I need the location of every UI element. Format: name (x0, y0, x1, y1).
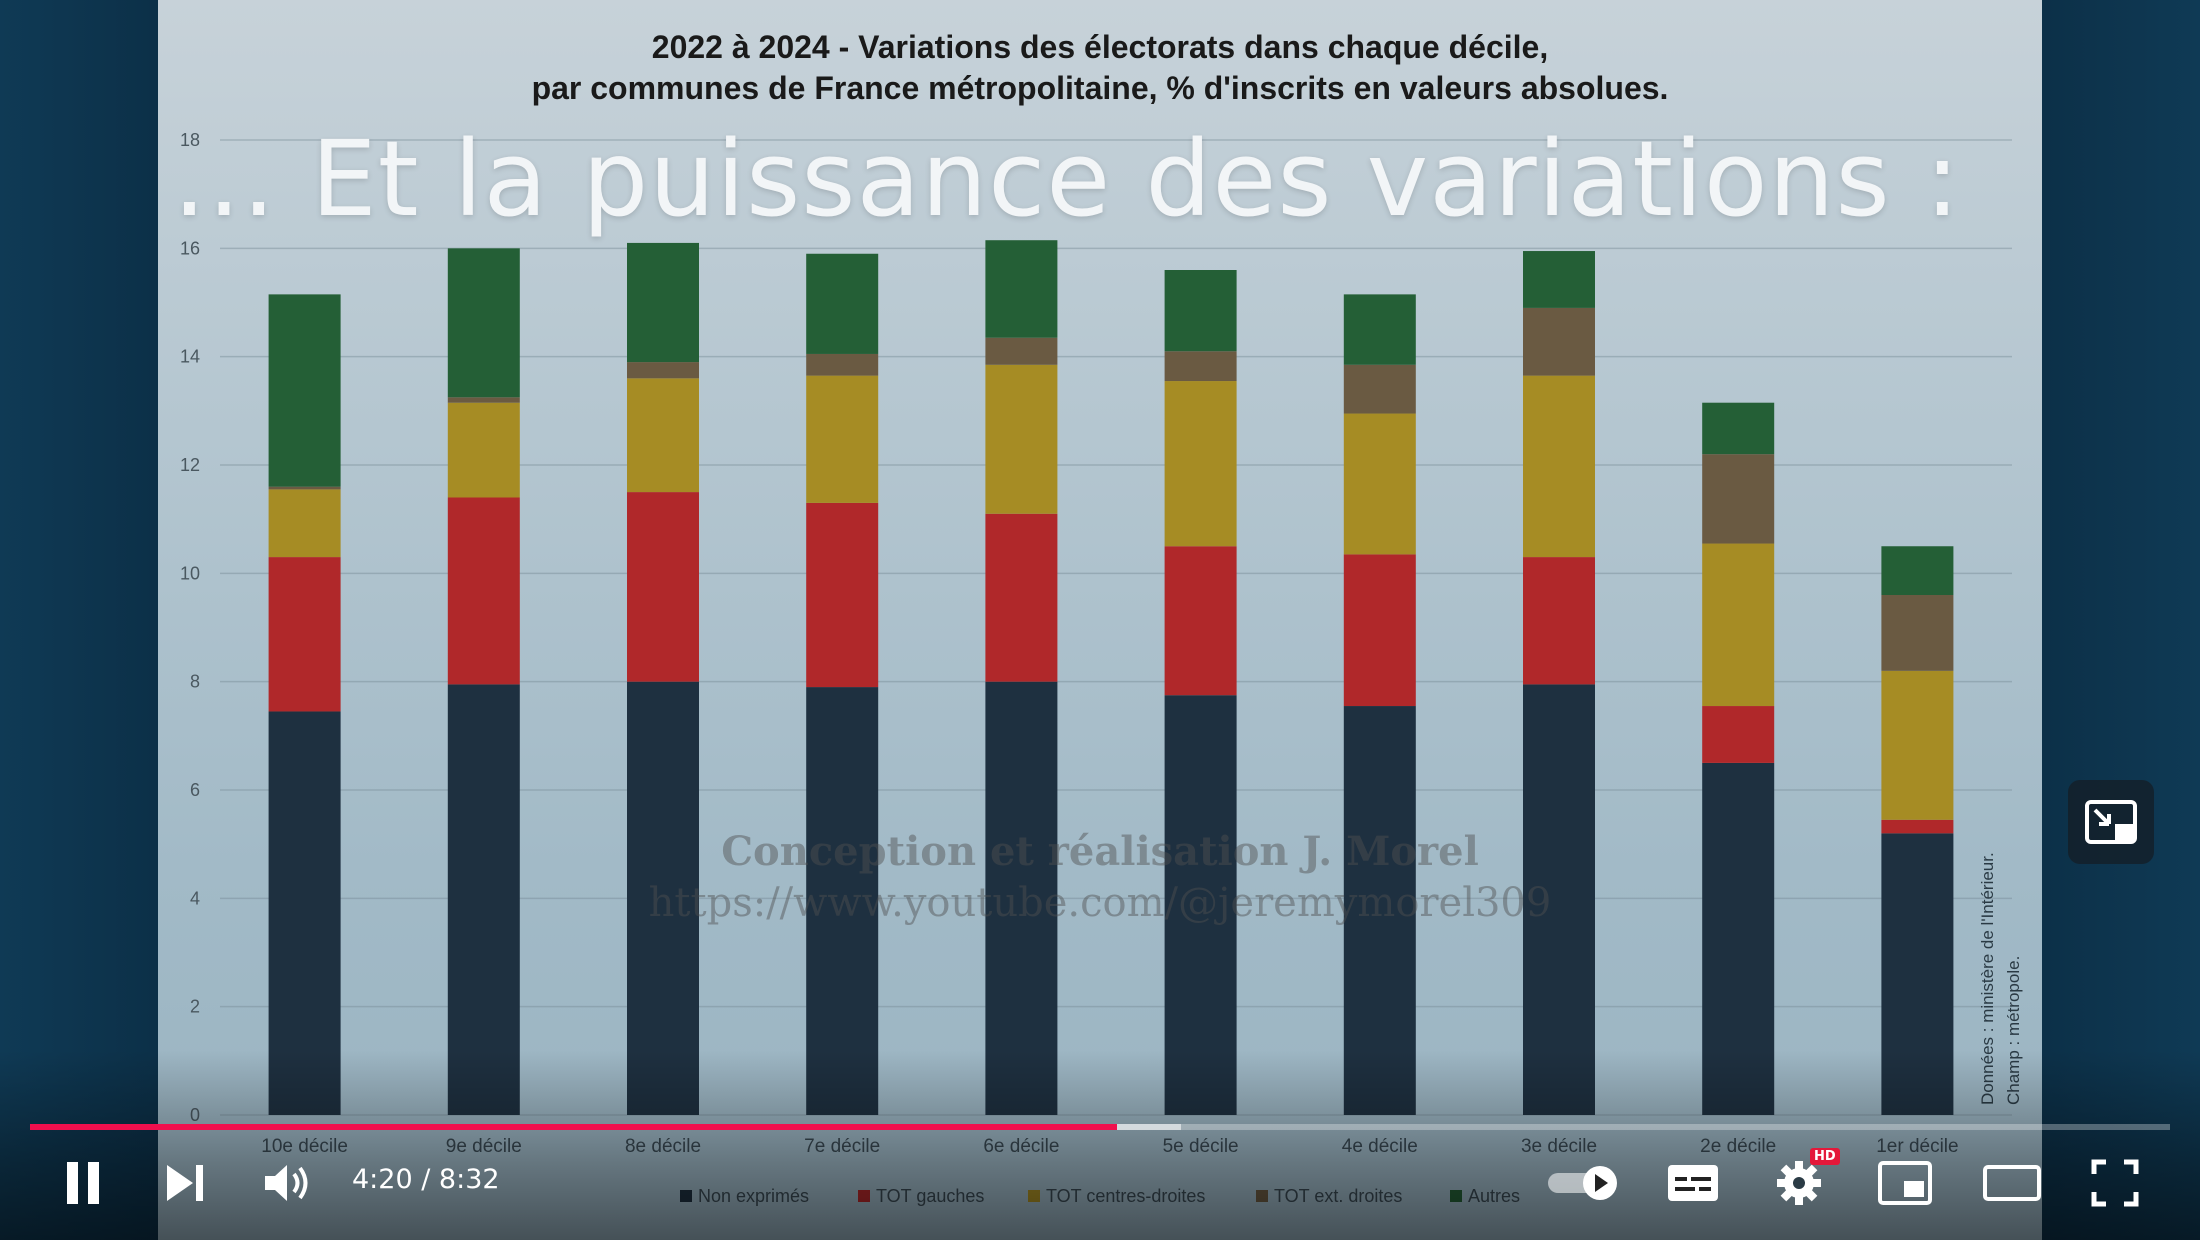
y-tick-label: 14 (180, 347, 200, 367)
bar-segment (1881, 595, 1954, 671)
next-icon (167, 1165, 203, 1201)
fullscreen-icon (2091, 1159, 2139, 1207)
bar-segment (268, 294, 341, 487)
bar-segment (985, 337, 1058, 365)
bar-segment (1343, 554, 1416, 707)
current-time: 4:20 (352, 1164, 413, 1195)
progress-bar[interactable] (30, 1124, 2170, 1130)
gear-icon (1777, 1161, 1821, 1205)
y-tick-label: 8 (190, 672, 200, 692)
theater-mode-button[interactable] (1976, 1152, 2048, 1214)
y-tick-label: 18 (180, 130, 200, 150)
bar-segment (447, 397, 520, 403)
bar-segment (1702, 706, 1775, 763)
bar-segment (806, 353, 879, 376)
chart-title: 2022 à 2024 - Variations des électorats … (652, 29, 1548, 65)
bar-segment (627, 362, 699, 379)
exit-miniplayer-button[interactable] (2068, 780, 2154, 864)
y-tick-label: 6 (190, 780, 200, 800)
bar-segment (1702, 543, 1775, 707)
bar-segment (1881, 546, 1954, 595)
watermark-url: https://www.youtube.com/@jeremymorel309 (648, 880, 1552, 926)
bar-segment (1164, 695, 1237, 1115)
bar-segment (447, 497, 520, 685)
bar-segment (627, 242, 699, 363)
progress-played (30, 1124, 1118, 1130)
bar-segment (447, 684, 520, 1115)
hd-badge: HD (1810, 1148, 1840, 1165)
bar-segment (1523, 251, 1595, 308)
bar-segment (1164, 546, 1237, 696)
bar-segment (1523, 307, 1595, 376)
y-tick-label: 4 (190, 888, 200, 908)
bar-segment (447, 402, 520, 498)
controls-gradient (0, 1050, 2200, 1240)
bar-segment (985, 681, 1058, 1115)
exit-miniplayer-icon (2085, 800, 2137, 844)
bar-segment (806, 375, 879, 503)
bar-segment (1702, 454, 1775, 544)
y-tick-label: 10 (180, 563, 200, 583)
subtitles-button[interactable] (1660, 1154, 1726, 1212)
volume-button[interactable] (256, 1150, 320, 1216)
chart-subtitle: par communes de France métropolitaine, %… (532, 70, 1669, 106)
bar-segment (1343, 364, 1416, 414)
autoplay-toggle[interactable] (1540, 1158, 1628, 1208)
bar-segment (985, 364, 1058, 514)
bar-segment (268, 557, 341, 712)
bar-segment (1881, 670, 1954, 820)
bar-segment (1523, 375, 1595, 558)
theater-icon (1983, 1165, 2041, 1201)
bar-segment (1343, 413, 1416, 555)
watermark-author: Conception et réalisation J. Morel (721, 828, 1479, 875)
video-letterbox-left (0, 0, 158, 1240)
autoplay-toggle-icon (1548, 1166, 1617, 1200)
bar-segment (268, 489, 341, 558)
pause-icon (67, 1162, 99, 1204)
y-tick-label: 2 (190, 997, 200, 1017)
pause-button[interactable] (52, 1150, 114, 1216)
bar-segment (806, 253, 879, 354)
bar-segment (806, 687, 879, 1115)
duration: 8:32 (438, 1164, 500, 1195)
bar-segment (1343, 706, 1416, 1115)
time-display: 4:20 / 8:32 (352, 1164, 500, 1195)
fullscreen-button[interactable] (2082, 1152, 2148, 1214)
bar-segment (1702, 402, 1775, 455)
bar-segment (1523, 557, 1595, 685)
next-button[interactable] (155, 1150, 215, 1216)
bar-segment (1164, 351, 1237, 382)
subtitles-icon (1668, 1165, 1718, 1201)
bar-segment (1523, 684, 1595, 1115)
bar-segment (447, 248, 520, 398)
bar-segment (627, 681, 699, 1115)
time-separator: / (421, 1164, 439, 1195)
slide-overlay-title: … Et la puissance des variations : (172, 118, 1961, 240)
volume-icon (265, 1165, 308, 1201)
y-tick-label: 16 (180, 238, 200, 258)
bar-segment (1164, 270, 1237, 352)
y-tick-label: 12 (180, 455, 200, 475)
video-letterbox-right (2042, 0, 2200, 1240)
miniplayer-button[interactable] (1872, 1152, 1938, 1214)
settings-button[interactable]: HD (1766, 1148, 1840, 1216)
bar-segment (1164, 381, 1237, 547)
bar-segment (268, 711, 341, 1115)
bar-segment (627, 378, 699, 493)
miniplayer-icon (1878, 1161, 1932, 1205)
bar-segment (985, 240, 1058, 338)
player-controls: 4:20 / 8:32 (0, 1148, 2200, 1216)
bar-segment (806, 502, 879, 688)
bar-segment (627, 492, 699, 682)
bar-segment (1343, 294, 1416, 365)
bar-segment (985, 513, 1058, 682)
bar-segment (268, 486, 341, 490)
bar-segment (1881, 819, 1954, 834)
